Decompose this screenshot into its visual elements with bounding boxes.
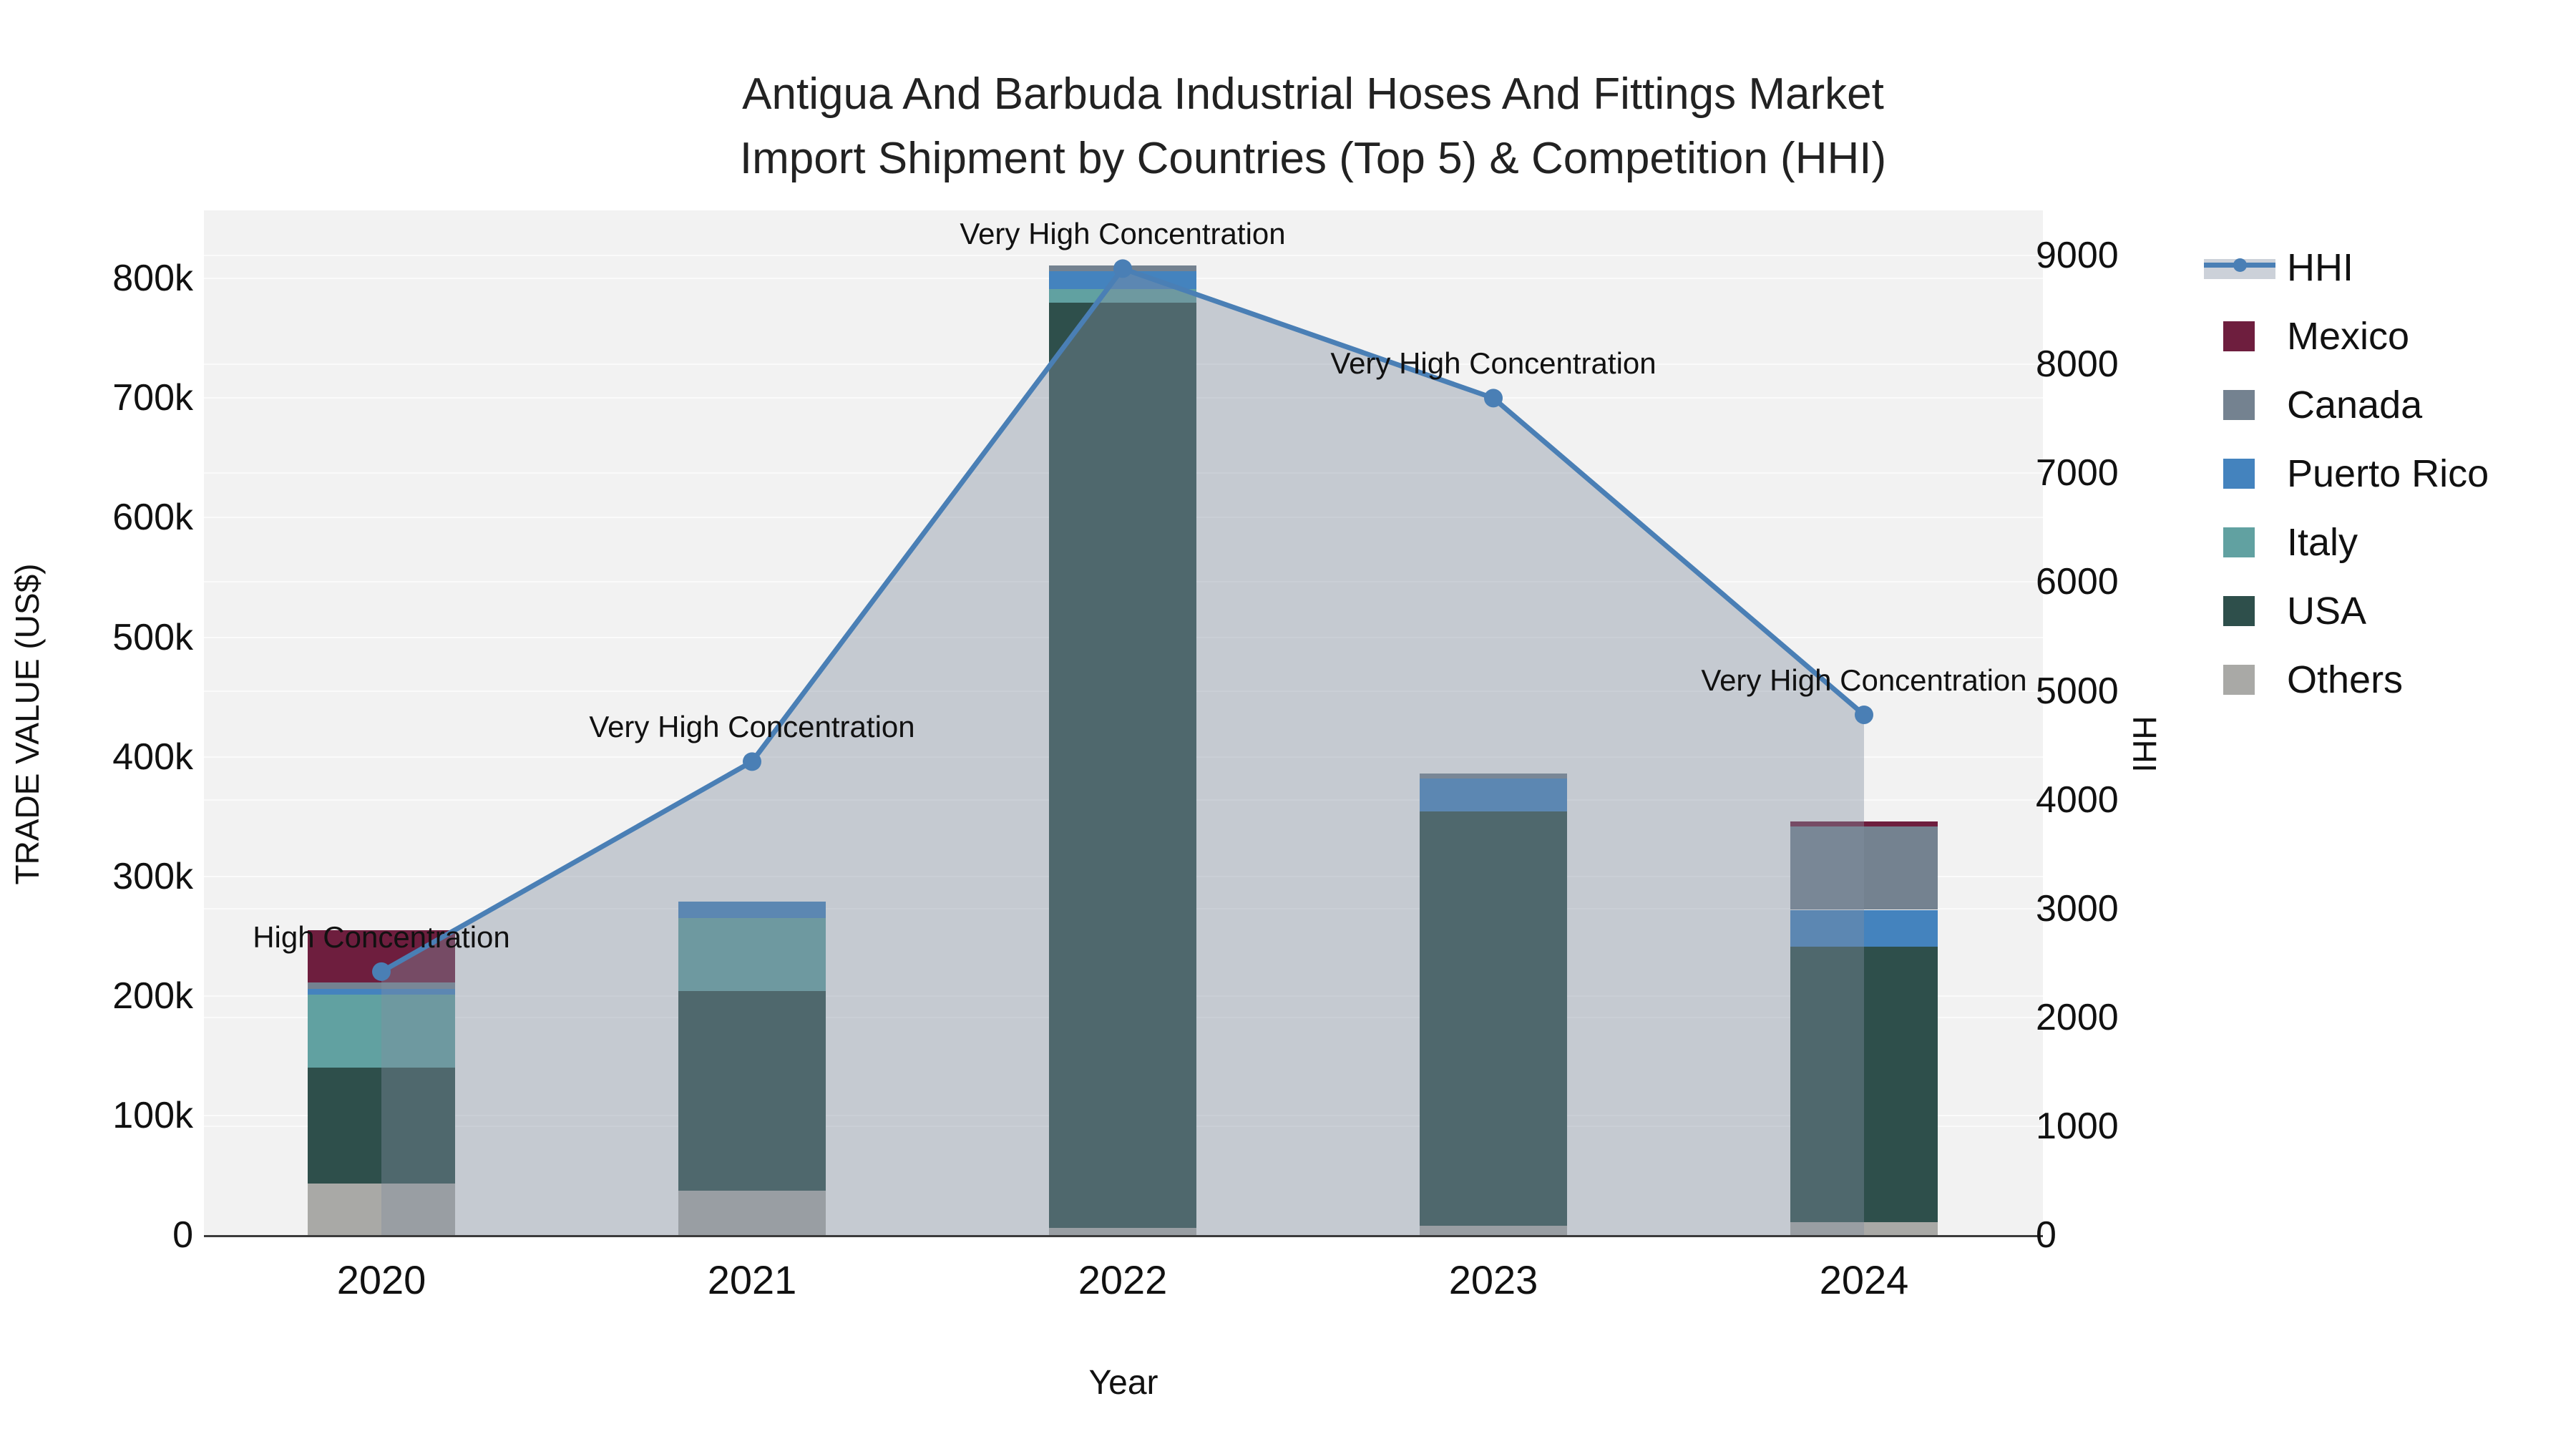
annotation-2023: Very High Concentration: [1330, 346, 1657, 381]
hhi-marker-2024: [1855, 705, 1873, 724]
left-tick-700k: 700k: [112, 377, 193, 419]
x-axis-line: [204, 1235, 2043, 1237]
legend-label: USA: [2287, 590, 2367, 633]
left-tick-300k: 300k: [112, 855, 193, 897]
bar-segment-canada-2020: [308, 982, 455, 989]
legend-box-swatch: [2204, 371, 2275, 439]
right-tick-5000: 5000: [2036, 670, 2119, 712]
legend: HHI Mexico Canada Puerto Rico Italy USA Others: [2204, 233, 2489, 714]
color-swatch: [2223, 665, 2255, 695]
hhi-marker-2023: [1484, 389, 1503, 408]
legend-item-canada[interactable]: Canada: [2204, 371, 2489, 439]
annotation-2022: Very High Concentration: [960, 217, 1286, 251]
legend-label: Mexico: [2287, 315, 2410, 358]
hhi-marker-2020: [372, 962, 391, 981]
legend-item-usa[interactable]: USA: [2204, 577, 2489, 645]
bar-segment-others-2024: [1790, 1221, 1938, 1235]
bar-segment-usa-2021: [678, 991, 826, 1191]
bar-segment-puerto-rico-2024: [1790, 909, 1938, 947]
bar-segment-canada-2023: [1420, 774, 1567, 779]
bar-segment-usa-2022: [1049, 302, 1196, 1228]
hhi-marker-2022: [1113, 259, 1132, 278]
hhi-line-overlay: [372, 259, 1873, 1235]
bar-segment-italy-2022: [1049, 289, 1196, 303]
left-tick-100k: 100k: [112, 1094, 193, 1136]
hhi-area-fill: [381, 268, 1864, 1235]
color-swatch: [2223, 596, 2255, 626]
bar-segment-others-2022: [1049, 1227, 1196, 1235]
left-tick-800k: 800k: [112, 258, 193, 300]
bar-segment-others-2020: [308, 1184, 455, 1235]
bar-segment-italy-2020: [308, 995, 455, 1068]
left-tick-600k: 600k: [112, 497, 193, 539]
legend-label: Canada: [2287, 384, 2423, 426]
legend-item-puerto-rico[interactable]: Puerto Rico: [2204, 439, 2489, 508]
annotation-2024: Very High Concentration: [1701, 663, 2027, 697]
legend-box-swatch: [2204, 439, 2275, 508]
legend-label: Italy: [2287, 521, 2358, 564]
annotation-2021: Very High Concentration: [589, 710, 915, 744]
bar-segment-usa-2020: [308, 1068, 455, 1184]
color-swatch: [2223, 459, 2255, 489]
legend-label: Puerto Rico: [2287, 452, 2489, 495]
legend-box-swatch: [2204, 645, 2275, 714]
bar-segment-puerto-rico-2020: [308, 988, 455, 995]
x-tick-2024: 2024: [1819, 1257, 1909, 1302]
x-tick-2023: 2023: [1448, 1257, 1538, 1302]
left-tick-0: 0: [172, 1214, 193, 1256]
bar-segment-mexico-2024: [1790, 821, 1938, 826]
bar-segment-canada-2024: [1790, 826, 1938, 910]
right-tick-9000: 9000: [2036, 235, 2119, 277]
color-swatch: [2223, 390, 2255, 420]
bar-segment-puerto-rico-2023: [1420, 778, 1567, 812]
bar-segment-italy-2021: [678, 918, 826, 992]
right-tick-1000: 1000: [2036, 1105, 2119, 1147]
color-swatch: [2223, 321, 2255, 351]
legend-label: HHI: [2287, 246, 2353, 289]
bar-segment-usa-2023: [1420, 811, 1567, 1226]
x-tick-2022: 2022: [1078, 1257, 1168, 1302]
right-tick-0: 0: [2036, 1214, 2057, 1256]
legend-box-swatch: [2204, 302, 2275, 371]
bar-segment-others-2021: [678, 1191, 826, 1235]
annotation-2020: High Concentration: [253, 919, 510, 954]
legend-box-swatch: [2204, 577, 2275, 645]
legend-box-swatch: [2204, 508, 2275, 577]
left-tick-400k: 400k: [112, 736, 193, 778]
left-tick-500k: 500k: [112, 616, 193, 658]
right-tick-6000: 6000: [2036, 561, 2119, 603]
legend-item-others[interactable]: Others: [2204, 645, 2489, 714]
legend-label: Others: [2287, 658, 2404, 701]
right-tick-8000: 8000: [2036, 343, 2119, 386]
legend-item-hhi[interactable]: HHI: [2204, 233, 2489, 302]
bar-segment-others-2023: [1420, 1225, 1567, 1235]
x-tick-2020: 2020: [336, 1257, 426, 1302]
x-tick-2021: 2021: [707, 1257, 797, 1302]
x-axis-title: Year: [1088, 1364, 1158, 1402]
right-tick-4000: 4000: [2036, 779, 2119, 821]
right-tick-7000: 7000: [2036, 452, 2119, 494]
color-swatch: [2223, 527, 2255, 557]
legend-line-swatch: [2204, 233, 2275, 302]
chart-title-line-1: Antigua And Barbuda Industrial Hoses And…: [742, 69, 1884, 119]
hhi-marker-swatch: [2233, 258, 2247, 272]
hhi-marker-2021: [743, 752, 761, 771]
right-axis-title: HHI: [2126, 716, 2163, 773]
bar-segment-usa-2024: [1790, 947, 1938, 1222]
left-tick-200k: 200k: [112, 975, 193, 1017]
chart-title-line-2: Import Shipment by Countries (Top 5) & C…: [739, 134, 1887, 183]
legend-item-mexico[interactable]: Mexico: [2204, 302, 2489, 371]
right-tick-3000: 3000: [2036, 887, 2119, 930]
left-axis-title: TRADE VALUE (US$): [9, 563, 46, 885]
bar-segment-puerto-rico-2021: [678, 901, 826, 919]
legend-item-italy[interactable]: Italy: [2204, 508, 2489, 577]
gridline-right-9000: [204, 255, 2043, 257]
right-tick-2000: 2000: [2036, 996, 2119, 1038]
